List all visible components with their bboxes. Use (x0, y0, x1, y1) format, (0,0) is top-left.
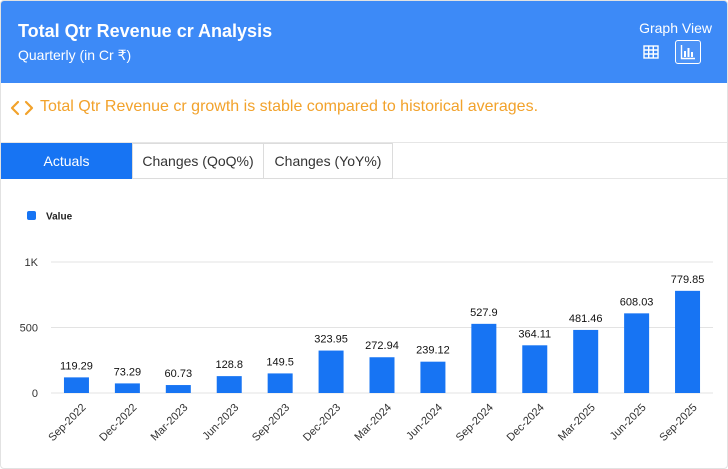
data-label: 481.46 (569, 313, 603, 325)
x-tick-label: Mar-2025 (556, 402, 598, 444)
tab-bar: Actuals Changes (QoQ%) Changes (YoY%) (1, 143, 727, 179)
y-tick-label: 500 (20, 323, 38, 335)
chart-area: Value 0 500 1K 119.29 Sep-2022 73.29 Dec-2022 60… (1, 180, 727, 468)
bar (471, 323, 497, 393)
tab-actuals[interactable]: Actuals (1, 143, 132, 179)
bar (522, 345, 548, 393)
y-tick-label: 1K (25, 257, 39, 269)
data-label: 119.29 (60, 360, 93, 372)
x-tick-label: Sep-2024 (454, 402, 496, 444)
data-label: 128.8 (215, 359, 243, 371)
data-label: 272.94 (365, 340, 399, 352)
graph-view-button[interactable] (675, 40, 701, 64)
x-tick-label: Jun-2024 (404, 402, 445, 443)
x-tick-label: Jun-2025 (608, 402, 649, 443)
tab-changes-yoy[interactable]: Changes (YoY%) (263, 143, 393, 179)
data-label: 239.12 (416, 345, 450, 357)
bar (420, 361, 446, 393)
data-label: 60.73 (165, 368, 193, 380)
bar (675, 290, 701, 393)
x-tick-label: Sep-2022 (46, 402, 88, 444)
x-tick-label: Dec-2024 (505, 402, 547, 444)
card-subtitle: Quarterly (in Cr ₹) (18, 47, 132, 63)
data-label: 527.9 (470, 307, 498, 319)
y-tick-label: 0 (32, 388, 38, 400)
bar (165, 385, 191, 393)
bar-chart-view-icon (680, 45, 695, 60)
x-tick-label: Sep-2025 (657, 402, 699, 444)
data-label: 364.11 (518, 328, 551, 340)
bar (114, 383, 140, 393)
x-tick-label: Mar-2024 (352, 402, 394, 444)
insight-text: Total Qtr Revenue cr growth is stable co… (40, 98, 539, 115)
bar (573, 329, 599, 393)
view-mode-label: Graph View (639, 20, 712, 36)
card-header: Total Qtr Revenue cr Analysis Quarterly … (1, 1, 727, 83)
x-tick-label: Mar-2023 (149, 402, 191, 444)
legend-label: Value (46, 212, 73, 223)
x-tick-label: Jun-2023 (200, 402, 241, 443)
data-label: 779.85 (671, 274, 705, 286)
bar (267, 373, 293, 393)
x-tick-label: Sep-2023 (250, 402, 292, 444)
bar (318, 350, 344, 393)
bar (216, 376, 242, 393)
x-tick-label: Dec-2023 (301, 402, 343, 444)
legend-swatch (27, 211, 36, 220)
data-label: 608.03 (620, 296, 654, 308)
revenue-bar-chart: Value 0 500 1K 119.29 Sep-2022 73.29 Dec-2022 60… (20, 211, 713, 444)
data-label: 149.5 (266, 356, 294, 368)
bar (369, 357, 395, 393)
x-tick-label: Dec-2022 (97, 402, 139, 444)
bar (63, 377, 89, 393)
data-label: 323.95 (314, 334, 348, 346)
bar (624, 313, 650, 393)
code-brackets-icon (10, 100, 34, 116)
insight-banner: Total Qtr Revenue cr growth is stable co… (1, 83, 727, 143)
table-view-button[interactable] (638, 40, 664, 64)
data-label: 73.29 (114, 366, 142, 378)
tab-changes-qoq[interactable]: Changes (QoQ%) (132, 143, 264, 179)
card-title: Total Qtr Revenue cr Analysis (18, 21, 273, 41)
table-view-icon (643, 45, 659, 59)
